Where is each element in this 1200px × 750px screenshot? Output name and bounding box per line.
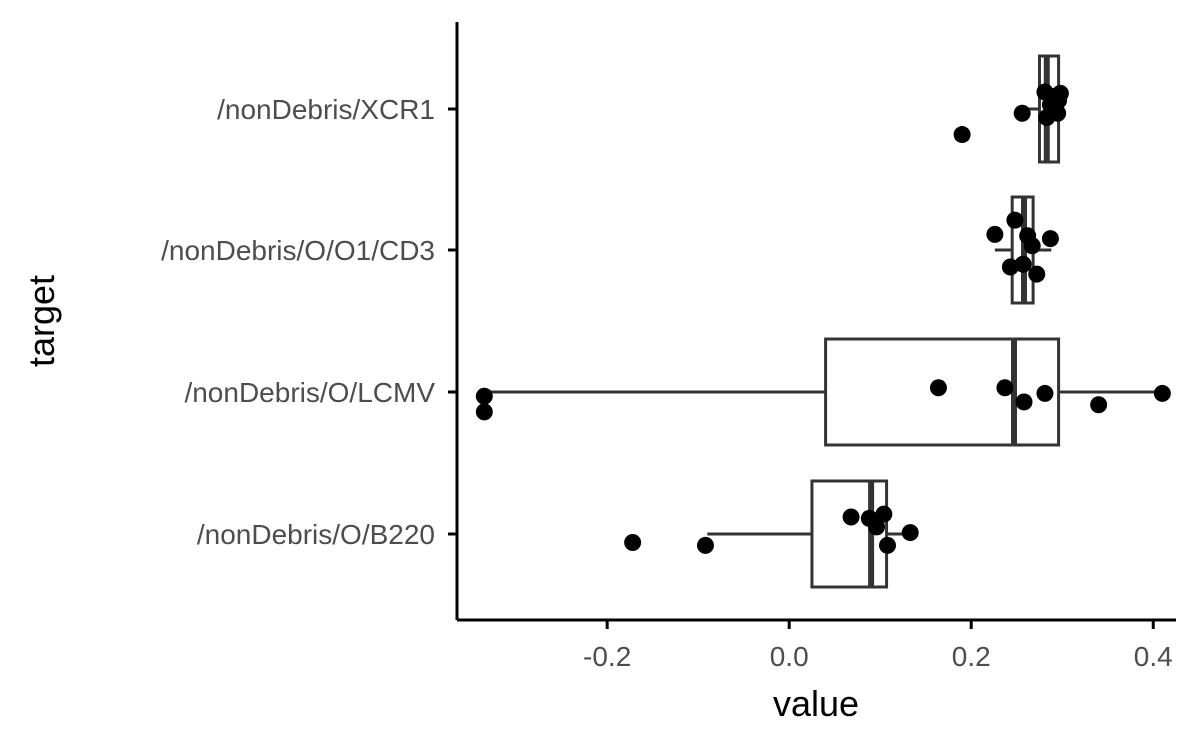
data-point xyxy=(696,536,714,554)
ticks: /nonDebris/XCR1/nonDebris/O/O1/CD3/nonDe… xyxy=(161,94,1173,672)
data-point xyxy=(1050,91,1068,109)
y-tick-label: /nonDebris/O/O1/CD3 xyxy=(161,235,435,266)
data-point xyxy=(842,508,860,526)
y-tick-label: /nonDebris/O/LCMV xyxy=(184,377,435,408)
data-point xyxy=(1013,104,1031,122)
data-point xyxy=(1015,393,1033,411)
x-tick-label: -0.2 xyxy=(583,641,631,672)
x-tick-label: 0.4 xyxy=(1134,641,1173,672)
data-point xyxy=(901,524,919,542)
data-point xyxy=(1001,258,1019,276)
y-tick-label: /nonDebris/O/B220 xyxy=(197,519,435,550)
box-group-2 xyxy=(484,337,1163,447)
y-axis-title: target xyxy=(21,275,62,367)
data-point xyxy=(1014,255,1032,273)
data-point xyxy=(953,126,971,144)
x-tick-label: 0.2 xyxy=(952,641,991,672)
data-point xyxy=(1153,384,1171,402)
data-point xyxy=(1006,211,1024,229)
x-axis-title: value xyxy=(773,683,859,724)
y-tick-label: /nonDebris/XCR1 xyxy=(217,94,435,125)
x-tick-label: 0.0 xyxy=(770,641,809,672)
data-point xyxy=(475,403,493,421)
data-point xyxy=(1028,265,1046,283)
data-point xyxy=(1049,104,1067,122)
data-point xyxy=(1041,230,1059,248)
data-point xyxy=(624,534,642,552)
data-point xyxy=(986,225,1004,243)
box-group-1 xyxy=(994,195,1052,305)
axes xyxy=(455,22,1176,622)
data-point xyxy=(1036,384,1054,402)
data-point xyxy=(996,379,1014,397)
data-point xyxy=(929,379,947,397)
data-point xyxy=(1023,237,1041,255)
data-point xyxy=(878,536,896,554)
data-point xyxy=(868,518,886,536)
plot-area xyxy=(475,54,1171,589)
data-point xyxy=(875,505,893,523)
data-point xyxy=(475,387,493,405)
data-point xyxy=(1090,396,1108,414)
